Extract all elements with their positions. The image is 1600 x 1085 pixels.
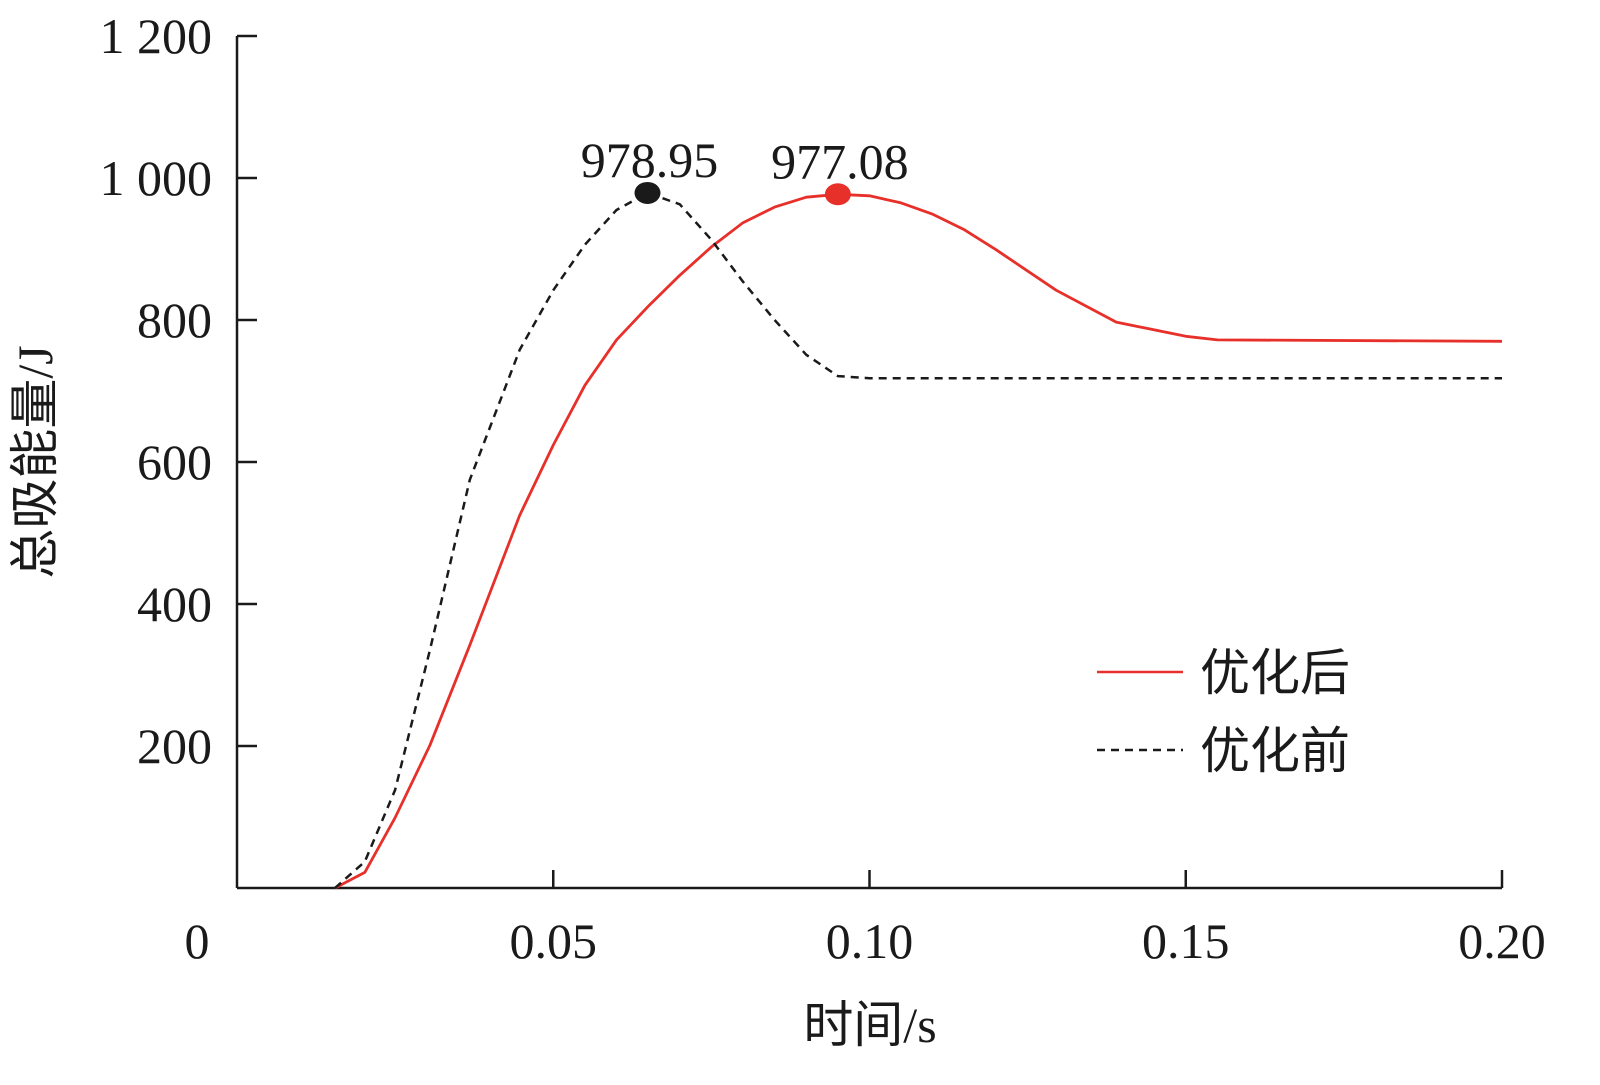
series-layer [334, 191, 1503, 890]
y-tick-label: 800 [137, 292, 212, 348]
series-line-after-optimization [334, 192, 1503, 890]
y-tick-label: 400 [137, 576, 212, 632]
legend-label: 优化后 [1200, 645, 1350, 701]
legend-label: 优化前 [1200, 723, 1350, 779]
peak-marker [824, 183, 851, 206]
origin-tick-label: 0 [185, 913, 210, 969]
y-tick-label: 1 200 [100, 8, 213, 64]
peak-marker [634, 181, 661, 204]
x-tick-label: 0.10 [826, 913, 914, 969]
x-tick-label: 0.15 [1142, 913, 1230, 969]
y-tick-label: 1 000 [100, 150, 213, 206]
peak-value-label: 977.08 [771, 133, 909, 189]
axes: 0.05 0.10 0.15 0.20 200 400 600 800 1 000 1 200 [100, 8, 1546, 969]
annotation-layer: 978.95 977.08 [581, 132, 909, 206]
y-tick-label: 200 [137, 718, 212, 774]
peak-value-label: 978.95 [581, 132, 719, 188]
x-axis-label: 时间/s [803, 997, 936, 1053]
x-tick-label: 0.20 [1458, 913, 1546, 969]
y-tick-label: 600 [137, 434, 212, 490]
x-tick-label: 0.05 [510, 913, 598, 969]
y-axis-label: 总吸能量/J [7, 345, 63, 578]
